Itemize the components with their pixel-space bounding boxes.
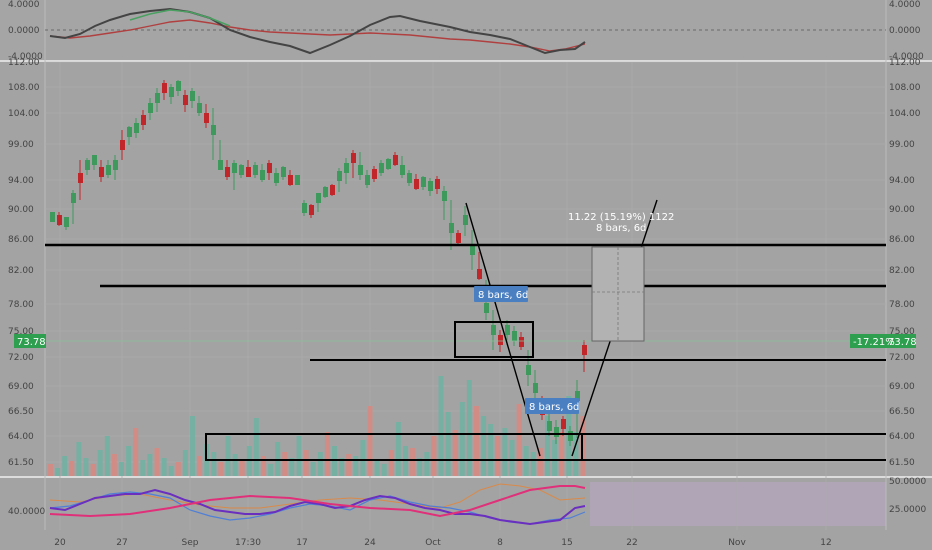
macd-tick-right: -4.0000 [889, 52, 924, 62]
price-tick-left: 94.00 [8, 176, 34, 186]
price-tick-right: 112.00 [889, 58, 921, 68]
rsi-band [590, 482, 886, 526]
time-label: Nov [728, 538, 746, 548]
macd-green-segment [129, 9, 231, 27]
rsi-pink-line [49, 485, 586, 518]
macd-signal-line [49, 19, 586, 52]
price-tick-left: 72.00 [8, 353, 34, 363]
time-label: 24 [364, 538, 376, 548]
time-label: 20 [54, 538, 66, 548]
price-tick-right: 69.00 [889, 382, 915, 392]
price-tick-right: 66.50 [889, 407, 915, 417]
current-price-badge-left [14, 334, 46, 348]
measure-label: 8 bars, 6d [596, 223, 646, 234]
price-tick-right: 108.00 [889, 83, 921, 93]
current-price-left: 73.78 [17, 337, 46, 348]
price-tick-left: 64.00 [8, 432, 34, 442]
zone-rectangle[interactable] [205, 433, 583, 461]
macd-main-line [49, 7, 586, 55]
time-label: Oct [425, 538, 441, 548]
price-tick-right: 72.00 [889, 353, 915, 363]
price-tick-right: 94.00 [889, 176, 915, 186]
measure-label: 11.22 (15.19%) 1122 [568, 212, 674, 223]
zone-rectangle[interactable] [454, 321, 534, 358]
price-gridlines [45, 61, 886, 530]
price-tick-left: 86.00 [8, 235, 34, 245]
bars-range-badge[interactable] [474, 286, 528, 302]
macd-tick-left: 0.0000 [8, 26, 40, 36]
macd-tick-right: 4.0000 [889, 0, 921, 10]
candlesticks[interactable] [50, 80, 587, 446]
price-tick-left: 90.00 [8, 205, 34, 215]
price-tick-right: 90.00 [889, 205, 915, 215]
price-tick-left: 104.00 [8, 109, 40, 119]
macd-tick-right: 0.0000 [889, 26, 921, 36]
bars-range-badge[interactable] [525, 398, 579, 414]
price-tick-left: 82.00 [8, 266, 34, 276]
time-label: 12 [820, 538, 831, 548]
time-axis[interactable] [0, 530, 932, 550]
time-label: 15 [561, 538, 572, 548]
price-tick-right: 104.00 [889, 109, 921, 119]
price-tick-left: 108.00 [8, 83, 40, 93]
price-tick-left: 61.50 [8, 458, 34, 468]
price-tick-left: 78.00 [8, 300, 34, 310]
price-tick-right: 82.00 [889, 266, 915, 276]
price-tick-left: 99.00 [8, 140, 34, 150]
time-label: Sep [182, 538, 199, 548]
price-tick-left: 69.00 [8, 382, 34, 392]
time-label: 17 [296, 538, 307, 548]
price-tick-right: 61.50 [889, 458, 915, 468]
price-tick-right: 99.00 [889, 140, 915, 150]
price-tick-right: 75.00 [889, 327, 915, 337]
pct-change: -17.21% [853, 337, 895, 348]
pct-change-badge [850, 334, 916, 348]
price-tick-left: 112.00 [8, 58, 40, 68]
time-label: 8 [497, 538, 503, 548]
bars-range-label: 8 bars, 6d [529, 402, 579, 413]
price-tick-left: 75.00 [8, 327, 34, 337]
price-tick-right: 78.00 [889, 300, 915, 310]
rsi-tick-left: 40.0000 [8, 507, 45, 517]
time-label: 22 [626, 538, 637, 548]
macd-tick-left: 4.0000 [8, 0, 40, 10]
price-tick-right: 86.00 [889, 235, 915, 245]
price-tick-left: 66.50 [8, 407, 34, 417]
bars-range-label: 8 bars, 6d [478, 290, 528, 301]
rsi-tick-right: 25.0000 [889, 505, 926, 515]
price-tick-right: 64.00 [889, 432, 915, 442]
price-panel [0, 62, 932, 476]
time-label: 27 [116, 538, 127, 548]
current-price-right: 73.78 [888, 337, 917, 348]
rsi-tick-right: 50.0000 [889, 477, 926, 487]
rsi-orange-line [49, 483, 586, 509]
macd-tick-left: -4.0000 [8, 52, 43, 62]
rsi-purple-line [49, 488, 586, 526]
time-label: 17:30 [235, 538, 261, 548]
